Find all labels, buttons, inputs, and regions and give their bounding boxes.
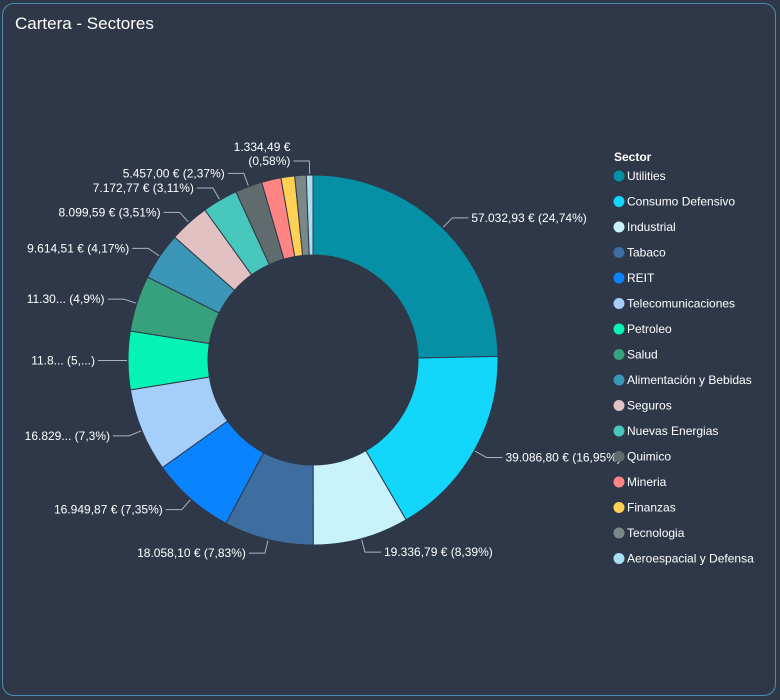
leader-line — [107, 298, 137, 304]
legend-label: REIT — [627, 271, 655, 285]
legend-marker — [613, 349, 625, 360]
legend-marker — [613, 374, 625, 386]
leader-line — [165, 499, 191, 511]
data-label: 5.457,00 € (2,37%) — [123, 166, 225, 180]
slices — [127, 174, 499, 546]
legend-marker — [613, 298, 625, 309]
legend-item[interactable]: Finanzas — [613, 501, 676, 515]
data-label: 16.949,87 € (7,35%) — [54, 503, 163, 517]
slice-utilities[interactable] — [312, 174, 499, 359]
chart-title: Cartera - Sectores — [15, 14, 154, 33]
legend-marker — [613, 323, 625, 335]
legend-marker — [613, 196, 625, 207]
leader-line — [163, 211, 189, 223]
legend-marker — [613, 425, 625, 437]
legend-label: Aeroespacial y Defensa — [627, 552, 754, 566]
legend-label: Petroleo — [627, 322, 672, 336]
legend-label: Finanzas — [627, 501, 676, 515]
legend-marker — [613, 170, 625, 182]
legend-item[interactable]: Mineria — [613, 475, 667, 489]
legend-marker — [613, 502, 625, 513]
leader-line — [442, 217, 469, 228]
legend-label: Tabaco — [627, 246, 666, 260]
legend-item[interactable]: Alimentación y Bebidas — [613, 373, 752, 387]
legend-label: Quimico — [627, 450, 671, 464]
leader-line — [361, 539, 381, 553]
legend-marker — [613, 247, 625, 258]
legend: Sector Utilities Consumo Defensivo Industri… — [613, 150, 755, 566]
legend-marker — [613, 272, 625, 284]
legend-label: Nuevas Energias — [627, 424, 718, 438]
data-label: 18.058,10 € (7,83%) — [137, 546, 246, 560]
data-label: 16.829... (7,3%) — [25, 429, 110, 443]
legend-marker — [613, 527, 625, 539]
legend-item[interactable]: Industrial — [613, 220, 676, 234]
data-label: 1.334,49 € — [234, 140, 291, 154]
legend-title: Sector — [614, 150, 652, 164]
legend-marker — [613, 476, 625, 488]
slice-aeroespacial-y-defensa[interactable] — [305, 174, 314, 256]
legend-marker — [613, 553, 625, 564]
legend-label: Telecomunicaciones — [627, 297, 735, 311]
legend-item[interactable]: Nuevas Energias — [613, 424, 719, 438]
leader-line — [248, 540, 269, 554]
legend-marker — [613, 221, 625, 233]
legend-marker — [613, 451, 625, 462]
legend-label: Tecnologia — [627, 526, 685, 540]
data-label: 9.614,51 € (4,17%) — [27, 241, 129, 255]
legend-item[interactable]: Tabaco — [613, 246, 667, 260]
leader-line — [132, 247, 160, 257]
data-label: (0,58%) — [248, 154, 290, 168]
data-label: 57.032,93 € (24,74%) — [471, 211, 586, 225]
legend-item[interactable]: Utilities — [613, 169, 666, 183]
legend-item[interactable]: Telecomunicaciones — [613, 297, 736, 311]
leader-line — [227, 172, 249, 186]
legend-item[interactable]: Tecnologia — [613, 526, 685, 540]
leader-line — [474, 450, 503, 458]
legend-item[interactable]: Salud — [613, 348, 658, 362]
legend-label: Mineria — [627, 475, 667, 489]
legend-item[interactable]: REIT — [613, 271, 656, 285]
leader-line — [113, 430, 142, 437]
legend-label: Industrial — [627, 220, 676, 234]
data-label: 11.30... (4,9%) — [27, 292, 105, 306]
data-labels: 57.032,93 € (24,74%) 39.086,80 € (16,95%)… — [25, 140, 621, 560]
legend-label: Utilities — [627, 169, 666, 183]
legend-label: Alimentación y Bebidas — [627, 373, 752, 387]
legend-label: Consumo Defensivo — [627, 195, 735, 209]
legend-label: Seguros — [627, 399, 672, 413]
leader-line — [196, 187, 220, 200]
data-label: 7.172,77 € (3,11%) — [93, 181, 194, 195]
legend-item[interactable]: Quimico — [613, 450, 672, 464]
legend-item[interactable]: Seguros — [613, 399, 672, 413]
legend-item[interactable]: Petroleo — [613, 322, 673, 336]
legend-label: Salud — [627, 348, 658, 362]
data-label: 39.086,80 € (16,95%) — [505, 450, 620, 464]
legend-item[interactable]: Consumo Defensivo — [613, 195, 736, 209]
legend-item[interactable]: Aeroespacial y Defensa — [613, 552, 755, 566]
leader-line — [293, 160, 311, 175]
legend-marker — [613, 400, 625, 411]
data-label: 8.099,59 € (3,51%) — [59, 205, 161, 219]
data-label: 11.8... (5,...) — [31, 353, 95, 367]
data-label: 19.336,79 € (8,39%) — [384, 545, 493, 559]
